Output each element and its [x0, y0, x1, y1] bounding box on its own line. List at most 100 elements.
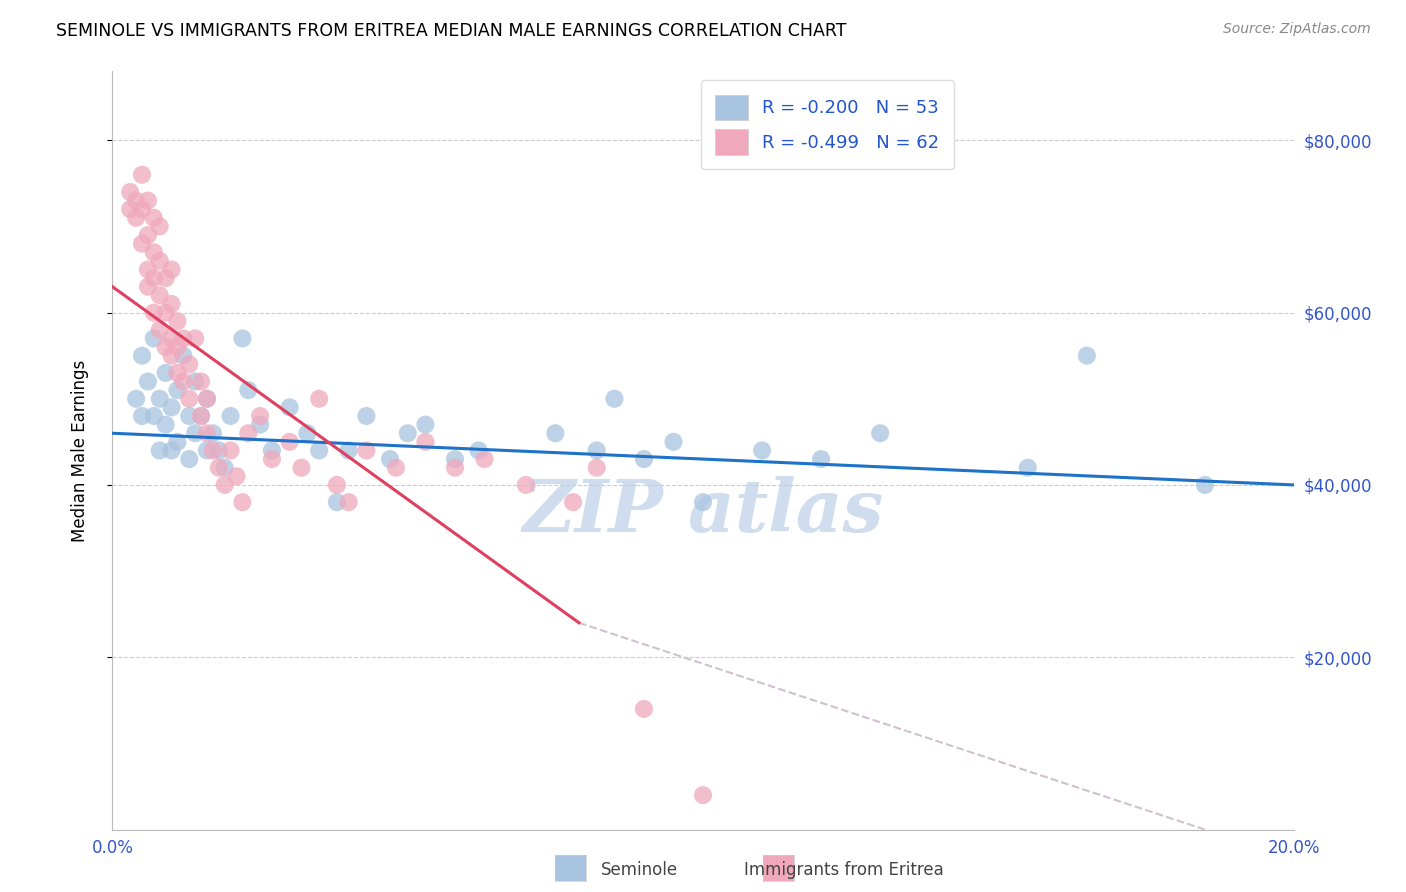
- Point: [149, 443, 172, 458]
- Point: [214, 478, 236, 492]
- Point: [160, 349, 183, 363]
- Point: [142, 409, 165, 423]
- Point: [219, 443, 242, 458]
- Point: [120, 202, 142, 217]
- Point: [160, 401, 183, 415]
- Point: [166, 340, 188, 354]
- Point: [603, 392, 626, 406]
- Point: [444, 452, 467, 467]
- Point: [810, 452, 832, 467]
- Point: [633, 702, 655, 716]
- Text: Immigrants from Eritrea: Immigrants from Eritrea: [744, 861, 943, 879]
- Point: [692, 495, 714, 509]
- Point: [184, 375, 207, 389]
- Point: [326, 478, 349, 492]
- Point: [378, 452, 401, 467]
- Point: [201, 426, 224, 441]
- Point: [337, 495, 360, 509]
- Point: [195, 392, 218, 406]
- Point: [184, 426, 207, 441]
- Point: [172, 375, 194, 389]
- Point: [125, 211, 148, 225]
- Point: [208, 443, 231, 458]
- Point: [136, 279, 159, 293]
- Point: [179, 357, 201, 371]
- Point: [544, 426, 567, 441]
- Point: [201, 443, 224, 458]
- Point: [278, 401, 301, 415]
- Point: [249, 409, 271, 423]
- Point: [131, 236, 153, 251]
- Point: [1076, 349, 1098, 363]
- Point: [142, 305, 165, 319]
- Point: [278, 434, 301, 449]
- Point: [160, 331, 183, 345]
- Y-axis label: Median Male Earnings: Median Male Earnings: [70, 359, 89, 541]
- Point: [155, 340, 177, 354]
- Point: [142, 211, 165, 225]
- Point: [692, 788, 714, 802]
- Point: [415, 417, 437, 432]
- Point: [190, 409, 212, 423]
- Point: [120, 185, 142, 199]
- Point: [184, 331, 207, 345]
- Point: [136, 194, 159, 208]
- Point: [131, 168, 153, 182]
- Point: [633, 452, 655, 467]
- Point: [142, 331, 165, 345]
- Point: [231, 331, 253, 345]
- Point: [149, 392, 172, 406]
- Point: [155, 271, 177, 285]
- Point: [260, 452, 283, 467]
- Point: [142, 271, 165, 285]
- Point: [326, 495, 349, 509]
- Point: [166, 366, 188, 380]
- Point: [136, 375, 159, 389]
- Point: [166, 434, 188, 449]
- Point: [249, 417, 271, 432]
- Point: [1017, 460, 1039, 475]
- Point: [1194, 478, 1216, 492]
- Point: [155, 305, 177, 319]
- Legend: R = -0.200   N = 53, R = -0.499   N = 62: R = -0.200 N = 53, R = -0.499 N = 62: [700, 80, 953, 169]
- Point: [474, 452, 496, 467]
- Point: [155, 366, 177, 380]
- Point: [219, 409, 242, 423]
- Point: [136, 262, 159, 277]
- Point: [166, 383, 188, 397]
- Point: [308, 392, 330, 406]
- Point: [585, 443, 607, 458]
- Point: [149, 219, 172, 234]
- Point: [131, 349, 153, 363]
- Point: [142, 245, 165, 260]
- Point: [160, 443, 183, 458]
- Point: [160, 262, 183, 277]
- Point: [444, 460, 467, 475]
- Point: [172, 349, 194, 363]
- Point: [195, 392, 218, 406]
- Point: [356, 443, 378, 458]
- Point: [155, 417, 177, 432]
- Point: [149, 323, 172, 337]
- Text: Seminole: Seminole: [602, 861, 678, 879]
- Point: [356, 409, 378, 423]
- Point: [662, 434, 685, 449]
- Text: Source: ZipAtlas.com: Source: ZipAtlas.com: [1223, 22, 1371, 37]
- Point: [225, 469, 247, 483]
- Point: [166, 314, 188, 328]
- Point: [160, 297, 183, 311]
- Point: [751, 443, 773, 458]
- Point: [337, 443, 360, 458]
- Point: [149, 288, 172, 302]
- Point: [190, 409, 212, 423]
- Point: [172, 331, 194, 345]
- Text: ZIP atlas: ZIP atlas: [523, 475, 883, 547]
- Point: [149, 254, 172, 268]
- Point: [195, 443, 218, 458]
- Point: [131, 409, 153, 423]
- Text: SEMINOLE VS IMMIGRANTS FROM ERITREA MEDIAN MALE EARNINGS CORRELATION CHART: SEMINOLE VS IMMIGRANTS FROM ERITREA MEDI…: [56, 22, 846, 40]
- Point: [515, 478, 537, 492]
- Point: [585, 460, 607, 475]
- Point: [238, 426, 260, 441]
- Point: [396, 426, 419, 441]
